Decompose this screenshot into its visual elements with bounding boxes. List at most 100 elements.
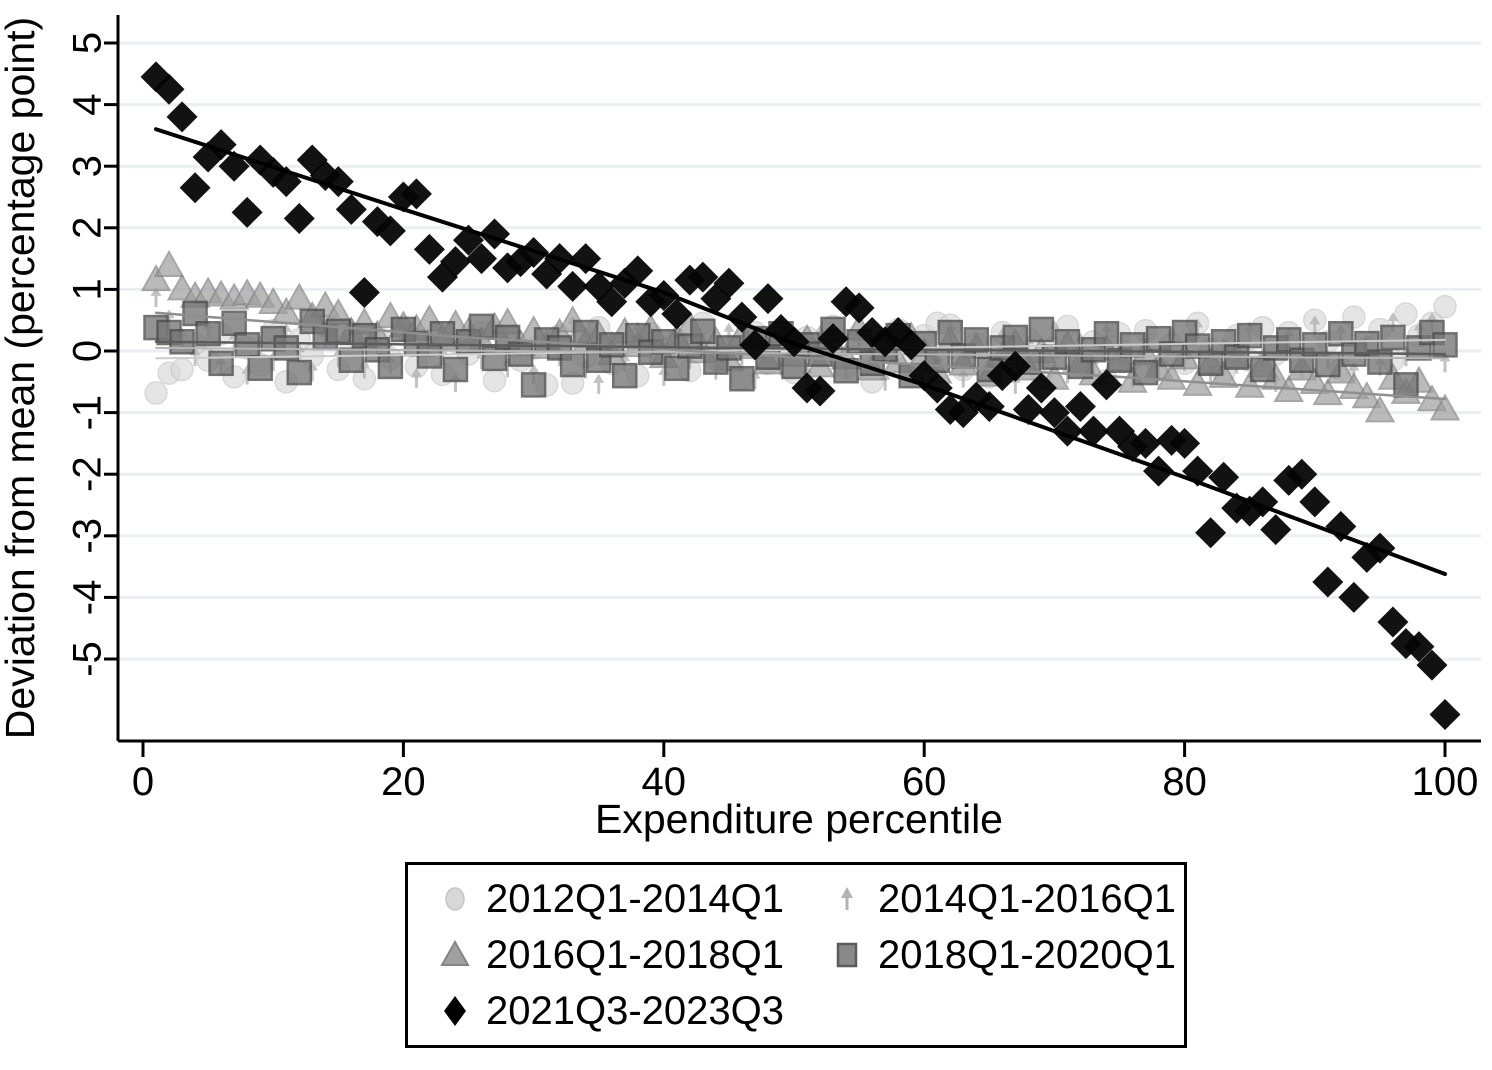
y-tick-label: 0 <box>66 340 110 362</box>
data-point <box>400 178 432 210</box>
data-point <box>648 280 680 312</box>
data-point <box>231 196 263 228</box>
data-point <box>1433 294 1457 319</box>
x-axis-title: Expenditure percentile <box>595 796 1003 842</box>
data-point <box>1299 486 1331 518</box>
legend: 2012Q1-2014Q1 2014Q1-2016Q1 2016Q1-2018Q… <box>405 862 1187 1048</box>
data-point <box>416 343 443 369</box>
data-point <box>153 249 185 277</box>
data-point <box>1236 322 1263 349</box>
data-point <box>1276 327 1302 353</box>
triangle-icon <box>440 939 470 966</box>
y-tick-label: 4 <box>66 93 110 115</box>
series-2021Q3-2023Q3 <box>140 61 1461 730</box>
data-point <box>572 319 599 346</box>
data-point <box>1132 359 1159 386</box>
data-point <box>1025 372 1057 404</box>
data-point <box>1064 390 1096 422</box>
y-tick-label: -1 <box>66 395 110 431</box>
data-point <box>611 362 638 389</box>
data-point <box>182 300 208 327</box>
data-point <box>1158 341 1185 367</box>
y-tick-label: 3 <box>66 155 110 177</box>
data-point <box>335 193 367 225</box>
data-point <box>1367 349 1393 375</box>
data-point <box>247 355 273 381</box>
data-point <box>596 286 628 318</box>
data-point <box>284 282 315 310</box>
data-point <box>1260 514 1292 546</box>
data-point <box>752 283 784 315</box>
y-tick-label: -4 <box>66 580 110 616</box>
x-tick-label: 0 <box>132 760 154 804</box>
data-point <box>1416 649 1448 681</box>
y-tick-label: 1 <box>66 278 110 300</box>
data-point <box>150 287 162 308</box>
data-point <box>1364 395 1396 423</box>
y-tick-label: 2 <box>66 217 110 239</box>
data-point <box>1090 369 1122 401</box>
data-point <box>325 318 352 345</box>
plot-area: 5 4 3 2 1 0 -1 -2 -3 -4 -5 0 20 40 60 80 100 <box>66 15 1481 804</box>
data-point <box>1299 366 1331 395</box>
data-point <box>466 243 498 275</box>
data-point <box>179 172 211 204</box>
data-point <box>622 255 654 287</box>
legend-item: 2012Q1-2014Q1 <box>408 879 800 919</box>
data-point <box>1249 356 1276 383</box>
data-point <box>257 286 289 314</box>
data-point <box>481 345 508 372</box>
data-point <box>817 323 849 355</box>
data-point <box>442 356 469 383</box>
data-point <box>153 73 185 105</box>
data-point <box>1077 415 1109 447</box>
data-point <box>1393 372 1419 398</box>
data-point <box>1197 350 1224 377</box>
data-point <box>559 351 586 378</box>
x-tick-label: 60 <box>902 760 947 804</box>
x-tick-label: 100 <box>1412 760 1479 804</box>
data-point <box>140 264 172 292</box>
data-point <box>1312 566 1344 598</box>
data-point <box>1208 461 1240 493</box>
data-point <box>413 233 445 265</box>
fit-line <box>154 127 1447 576</box>
y-tick-label: -2 <box>66 456 110 492</box>
x-tick-label: 20 <box>381 760 426 804</box>
data-point <box>664 355 690 381</box>
x-tick-label: 40 <box>642 760 687 804</box>
data-point <box>1093 321 1120 347</box>
data-point <box>1002 324 1029 351</box>
legend-label: 2012Q1-2014Q1 <box>486 877 785 921</box>
data-point <box>286 359 312 386</box>
data-point <box>729 365 755 392</box>
square-icon <box>836 942 858 968</box>
data-point <box>1403 631 1435 663</box>
y-tick-label: -5 <box>66 641 110 677</box>
legend-item: 2018Q1-2020Q1 <box>800 935 1184 975</box>
data-point <box>713 267 745 299</box>
data-point <box>166 101 198 133</box>
data-point <box>1130 427 1162 459</box>
data-point <box>144 381 168 405</box>
data-point <box>937 319 963 346</box>
data-point <box>557 270 589 302</box>
data-point <box>1394 302 1418 326</box>
data-point <box>439 246 471 278</box>
data-point <box>690 318 716 345</box>
data-point <box>1302 332 1328 358</box>
data-point <box>1195 517 1227 549</box>
diamond-icon <box>444 996 466 1026</box>
data-point <box>1328 321 1354 347</box>
data-point <box>195 321 221 347</box>
data-point <box>338 347 365 373</box>
data-point <box>999 350 1031 382</box>
data-point <box>1429 393 1461 421</box>
data-point <box>804 375 836 407</box>
data-point <box>520 372 547 398</box>
data-point <box>1156 362 1187 390</box>
x-tick-label: 80 <box>1162 760 1207 804</box>
data-point <box>234 332 260 358</box>
data-point <box>468 313 495 340</box>
data-point <box>1380 324 1406 351</box>
